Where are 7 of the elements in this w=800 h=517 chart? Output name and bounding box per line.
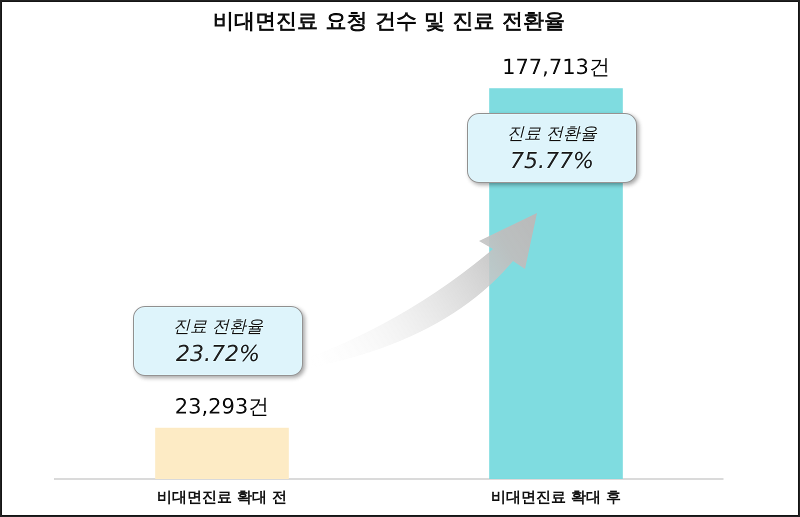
x-tick-label: 비대면진료 확대 후 xyxy=(490,488,622,506)
annotation: 진료 전환율 75.77% xyxy=(506,123,598,176)
data-label: 23,293건 xyxy=(174,394,270,419)
annotation: 진료 전환율 23.72% xyxy=(172,316,264,369)
x-tick-label: 비대면진료 확대 전 xyxy=(156,488,288,506)
chart-title: 비대면진료 요청 건수 및 진료 전환율 xyxy=(213,9,565,34)
data-label: 177,713건 xyxy=(502,55,610,80)
